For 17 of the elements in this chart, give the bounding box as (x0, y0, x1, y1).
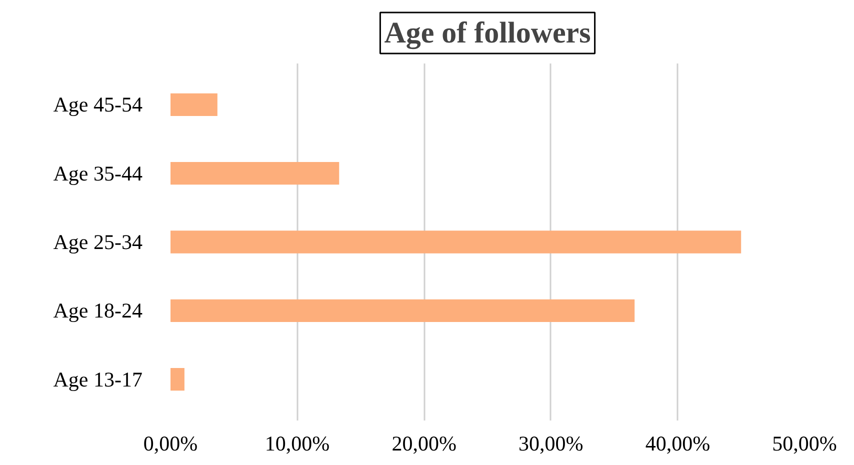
bar (170, 93, 218, 116)
x-tick-label: 10,00% (264, 432, 330, 456)
x-tick-label: 40,00% (645, 432, 710, 456)
y-tick-label: Age 25-34 (53, 230, 143, 254)
bar (170, 299, 635, 322)
bar (170, 230, 742, 254)
x-tick-label: 30,00% (518, 432, 584, 456)
y-tick-label: Age 35-44 (53, 161, 143, 186)
bar (170, 368, 184, 391)
chart-title: Age of followers (384, 16, 591, 50)
bar (170, 162, 340, 185)
y-tick-label: Age 18-24 (53, 298, 143, 323)
x-tick-label: 0,00% (143, 432, 198, 456)
x-tick-label: 50,00% (772, 432, 837, 456)
y-tick-label: Age 45-54 (53, 92, 143, 117)
x-tick-label: 20,00% (392, 432, 456, 456)
y-tick-label: Age 13-17 (53, 367, 143, 392)
